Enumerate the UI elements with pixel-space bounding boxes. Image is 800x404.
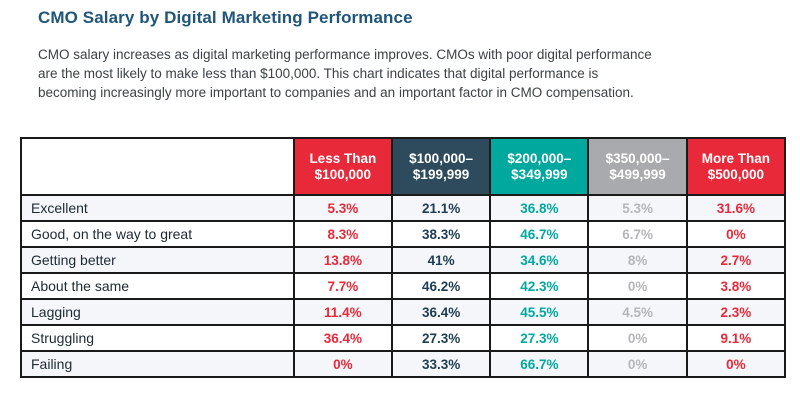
row-label: Struggling [20, 324, 295, 352]
description-line: becoming increasingly more important to … [38, 85, 634, 100]
column-header-less-than-100k: Less Than $100,000 [292, 137, 393, 196]
value-cell: 7.7% [292, 272, 393, 300]
table-header-row: Less Than $100,000 $100,000– $199,999 $2… [20, 137, 787, 196]
header-line: $100,000 [314, 166, 371, 182]
row-label: Getting better [20, 246, 295, 274]
value-cell: 36.4% [292, 324, 393, 352]
row-label: Lagging [20, 298, 295, 326]
value-cell: 8.3% [292, 220, 393, 248]
description-line: are the most likely to make less than $1… [38, 66, 599, 81]
value-cell: 0% [587, 272, 688, 300]
value-cell: 2.7% [685, 246, 787, 274]
description-paragraph: CMO salary increases as digital marketin… [38, 45, 652, 102]
value-cell: 0% [587, 350, 688, 378]
header-line: $350,000– [605, 150, 670, 166]
value-cell: 0% [685, 220, 787, 248]
value-cell: 27.3% [489, 324, 590, 352]
header-line: $100,000– [409, 150, 473, 166]
row-label: About the same [20, 272, 295, 300]
column-header-more-than-500k: More Than $500,000 [685, 137, 787, 196]
description-line: CMO salary increases as digital marketin… [38, 47, 652, 62]
table-row-excellent: Excellent 5.3% 21.1% 36.8% 5.3% 31.6% [20, 194, 787, 222]
table-row-failing: Failing 0% 33.3% 66.7% 0% 0% [20, 350, 787, 378]
corner-cell [20, 137, 295, 196]
value-cell: 9.1% [685, 324, 787, 352]
value-cell: 0% [292, 350, 393, 378]
row-label: Failing [20, 350, 295, 378]
value-cell: 42.3% [489, 272, 590, 300]
table-row-struggling: Struggling 36.4% 27.3% 27.3% 0% 9.1% [20, 324, 787, 352]
column-header-350k-499k: $350,000– $499,999 [587, 137, 688, 196]
column-header-100k-199k: $100,000– $199,999 [390, 137, 492, 196]
header-line: $499,999 [609, 166, 666, 182]
row-label: Excellent [20, 194, 295, 222]
value-cell: 21.1% [390, 194, 492, 222]
table-row-getting-better: Getting better 13.8% 41% 34.6% 8% 2.7% [20, 246, 787, 274]
value-cell: 13.8% [292, 246, 393, 274]
header-line: More Than [701, 150, 770, 166]
value-cell: 45.5% [489, 298, 590, 326]
value-cell: 3.8% [685, 272, 787, 300]
value-cell: 46.2% [390, 272, 492, 300]
value-cell: 4.5% [587, 298, 688, 326]
value-cell: 0% [685, 350, 787, 378]
table-row-good: Good, on the way to great 8.3% 38.3% 46.… [20, 220, 787, 248]
value-cell: 2.3% [685, 298, 787, 326]
value-cell: 34.6% [489, 246, 590, 274]
value-cell: 66.7% [489, 350, 590, 378]
value-cell: 5.3% [292, 194, 393, 222]
table-row-lagging: Lagging 11.4% 36.4% 45.5% 4.5% 2.3% [20, 298, 787, 326]
value-cell: 33.3% [390, 350, 492, 378]
row-label: Good, on the way to great [20, 220, 295, 248]
salary-performance-table: Less Than $100,000 $100,000– $199,999 $2… [20, 137, 787, 378]
value-cell: 41% [390, 246, 492, 274]
value-cell: 27.3% [390, 324, 492, 352]
value-cell: 5.3% [587, 194, 688, 222]
value-cell: 11.4% [292, 298, 393, 326]
header-line: $199,999 [412, 166, 470, 182]
header-line: $200,000– [507, 150, 572, 166]
column-header-200k-349k: $200,000– $349,999 [489, 137, 590, 196]
value-cell: 38.3% [390, 220, 492, 248]
header-line: Less Than [309, 150, 377, 166]
value-cell: 6.7% [587, 220, 688, 248]
page-title: CMO Salary by Digital Marketing Performa… [38, 8, 413, 27]
value-cell: 31.6% [685, 194, 787, 222]
value-cell: 46.7% [489, 220, 590, 248]
value-cell: 36.4% [390, 298, 492, 326]
value-cell: 0% [587, 324, 688, 352]
value-cell: 36.8% [489, 194, 590, 222]
header-line: $349,999 [511, 166, 568, 182]
header-line: $500,000 [707, 166, 764, 182]
table-row-about-the-same: About the same 7.7% 46.2% 42.3% 0% 3.8% [20, 272, 787, 300]
value-cell: 8% [587, 246, 688, 274]
